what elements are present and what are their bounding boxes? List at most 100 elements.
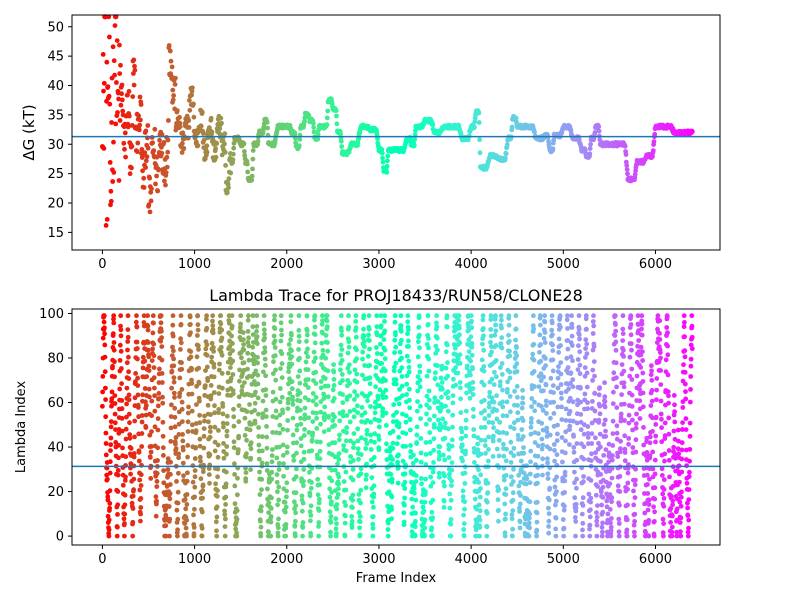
delta-g-point — [153, 181, 158, 187]
lambda-point — [562, 490, 567, 495]
lambda-point — [655, 313, 661, 319]
lambda-point — [204, 352, 210, 358]
lambda-point — [272, 353, 278, 358]
lambda-point — [392, 350, 397, 355]
delta-g-point — [171, 93, 177, 98]
lambda-point — [229, 333, 235, 339]
lambda-point — [578, 385, 583, 391]
lambda-point — [255, 381, 261, 387]
lambda-point — [686, 497, 692, 502]
lambda-point — [221, 455, 227, 461]
lambda-point — [424, 411, 429, 417]
lambda-point — [203, 346, 209, 352]
lambda-point — [312, 324, 318, 330]
lambda-point — [417, 377, 423, 383]
lambda-point — [488, 339, 493, 345]
lambda-point — [392, 319, 398, 325]
lambda-point — [155, 427, 161, 433]
lambda-point — [452, 345, 458, 351]
lambda-point — [313, 402, 319, 408]
lambda-point — [221, 441, 226, 446]
lambda-point — [647, 476, 652, 482]
y-tick-label: 40 — [47, 79, 64, 94]
lambda-point — [658, 355, 663, 361]
delta-g-point — [226, 176, 232, 182]
lambda-point — [473, 527, 479, 533]
delta-g-point — [472, 119, 478, 125]
lambda-point — [111, 316, 116, 322]
lambda-point — [400, 411, 405, 417]
lambda-point — [488, 327, 494, 332]
lambda-point — [278, 313, 284, 319]
delta-g-point — [583, 148, 588, 153]
lambda-point — [567, 423, 573, 429]
lambda-point — [615, 454, 621, 459]
lambda-point — [482, 408, 487, 414]
lambda-point — [196, 365, 202, 371]
lambda-point — [108, 435, 114, 441]
lambda-point — [223, 481, 229, 487]
lambda-point — [210, 318, 215, 324]
lambda-point — [264, 424, 269, 429]
lambda-point — [496, 437, 502, 443]
lambda-point — [562, 503, 567, 509]
lambda-point — [158, 313, 164, 319]
delta-g-point — [168, 58, 174, 64]
lambda-point — [214, 514, 220, 520]
lambda-point — [596, 392, 602, 398]
lambda-point — [206, 472, 212, 477]
lambda-point — [402, 502, 407, 508]
lambda-point — [369, 475, 375, 480]
delta-g-point — [181, 146, 187, 151]
lambda-point — [274, 472, 280, 477]
delta-g-point — [296, 143, 302, 149]
lambda-point — [510, 497, 516, 503]
lambda-point — [237, 325, 243, 330]
delta-g-point — [170, 97, 176, 103]
lambda-point — [426, 345, 431, 351]
lambda-point — [617, 489, 623, 494]
lambda-point — [486, 434, 491, 440]
lambda-point — [646, 497, 652, 503]
lambda-point — [550, 383, 556, 388]
lambda-point — [617, 474, 623, 479]
lambda-point — [231, 445, 237, 451]
lambda-point — [513, 313, 519, 319]
lambda-point — [509, 512, 515, 518]
lambda-point — [170, 344, 175, 350]
lambda-point — [500, 413, 506, 419]
lambda-point — [145, 323, 151, 329]
lambda-point — [228, 375, 234, 381]
lambda-point — [653, 414, 659, 420]
lambda-point — [179, 366, 185, 372]
lambda-point — [471, 414, 476, 419]
lambda-point — [596, 440, 601, 446]
lambda-point — [645, 472, 650, 478]
lambda-point — [190, 463, 196, 468]
delta-g-point — [119, 97, 125, 103]
lambda-point — [347, 393, 353, 399]
lambda-point — [528, 459, 533, 465]
lambda-point — [360, 356, 365, 362]
lambda-point — [192, 506, 197, 512]
delta-g-point — [385, 158, 390, 164]
lambda-point — [408, 449, 414, 454]
lambda-point — [592, 408, 598, 414]
delta-g-point — [623, 152, 629, 157]
lambda-point — [596, 417, 602, 423]
delta-g-point — [139, 147, 145, 152]
lambda-point — [301, 456, 307, 462]
lambda-point — [543, 403, 549, 408]
lambda-point — [347, 419, 353, 425]
lambda-point — [572, 480, 577, 486]
lambda-point — [206, 466, 212, 471]
lambda-point — [448, 497, 454, 503]
lambda-point — [224, 421, 230, 426]
lambda-point — [689, 346, 695, 352]
lambda-point — [177, 375, 183, 381]
delta-g-point — [186, 125, 192, 130]
lambda-point — [146, 363, 152, 369]
lambda-point — [231, 406, 236, 412]
lambda-point — [105, 476, 110, 482]
lambda-point — [123, 436, 129, 442]
